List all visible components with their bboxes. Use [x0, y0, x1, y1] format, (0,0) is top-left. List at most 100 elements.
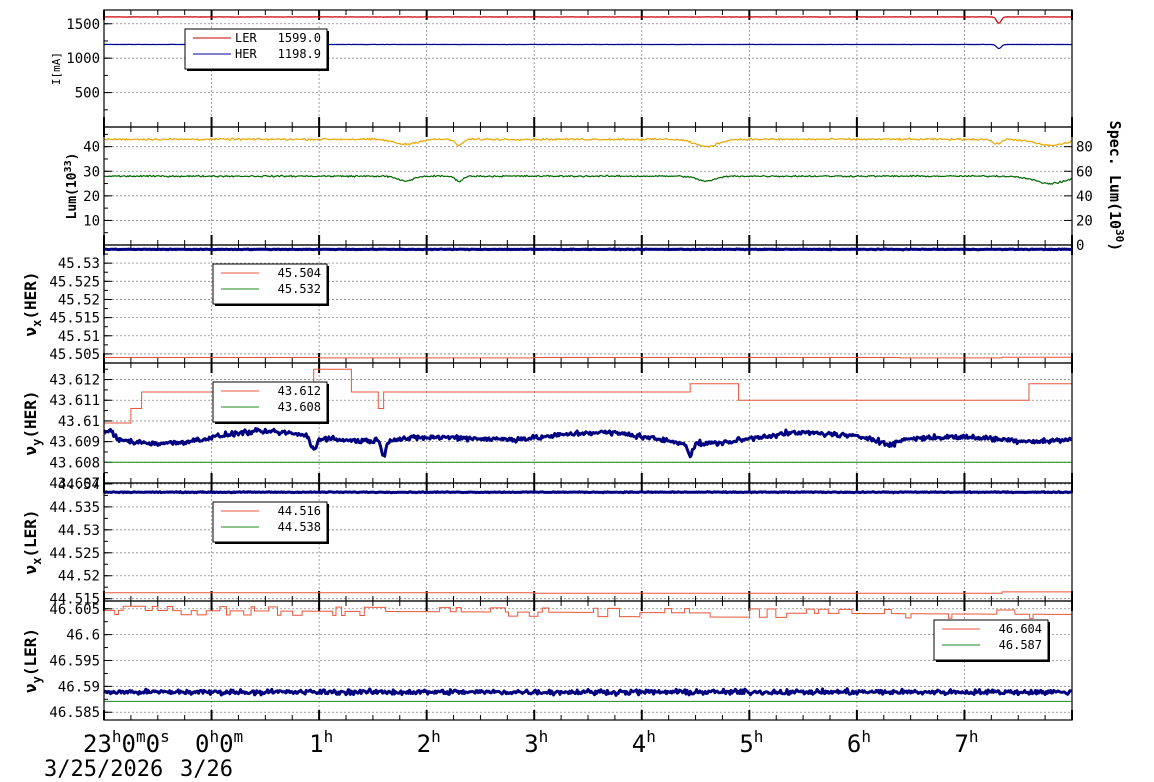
x-tick-label: 7h — [954, 727, 978, 758]
y-tick-label: 46.605 — [49, 602, 100, 618]
series-line-1 — [104, 490, 1072, 495]
legend-box — [212, 381, 328, 423]
legend-value: 1599.0 — [278, 31, 321, 45]
x-axis-labels: 23h0m0s 0h0m 1h 2h 3h 4h 5h 6h 7h 3/25/2026 3/26 — [44, 727, 979, 782]
series-line-0 — [104, 591, 1072, 594]
panel-nux_ler: 44.515 44.52 44.525 44.53 44.535 44.54 νx(LER)… — [21, 477, 1073, 608]
legend-name: HER — [235, 47, 257, 61]
series-line-1 — [104, 174, 1072, 185]
legend-name: LER — [235, 31, 257, 45]
x-tick-label: 1h — [309, 727, 333, 758]
x-tick-label: 0h0m — [195, 727, 243, 758]
legend-box — [184, 28, 328, 70]
legend-value: 46.604 — [999, 622, 1042, 636]
series-group — [104, 247, 1072, 359]
y2-tick-label: 0 — [1076, 238, 1084, 254]
legend-value: 44.516 — [278, 504, 321, 518]
legend-box — [212, 501, 328, 543]
y-tick-label: 10 — [83, 213, 100, 229]
legend-value: 43.612 — [278, 384, 321, 398]
x-tick-label: 2h — [417, 727, 441, 758]
y-tick-label: 45.52 — [58, 292, 100, 308]
x-tick-label: 23h0m0s — [83, 727, 170, 758]
y-tick-label: 46.6 — [66, 628, 100, 644]
y-tick-label: 40 — [83, 140, 100, 156]
legend-value: 44.538 — [278, 520, 321, 534]
legend: 44.516 44.538 — [212, 501, 329, 544]
panel-current: 500 1000 1500 I[mA] LER 1599.0 HER 1198.9 — [50, 9, 1073, 128]
y-tick-label: 45.515 — [49, 311, 100, 327]
panel-nuy_her: 43.607 43.608 43.609 43.61 43.611 43.612 νy(HE… — [21, 362, 1073, 492]
y-tick-label: 30 — [83, 164, 100, 180]
legend-value: 45.504 — [278, 266, 321, 280]
series-group — [104, 368, 1072, 463]
y-tick-label: 45.525 — [49, 274, 100, 290]
date-label-next: 3/26 — [180, 757, 233, 782]
legend: LER 1599.0 HER 1198.9 — [184, 28, 329, 71]
legend-box — [933, 619, 1049, 661]
y-tick-label: 43.608 — [49, 455, 100, 471]
panel-frame — [103, 600, 1073, 721]
panel-nux_her: 45.505 45.51 45.515 45.52 45.525 45.53 νx(HER)… — [21, 244, 1073, 364]
y-tick-label: 20 — [83, 189, 100, 205]
legend-value: 43.608 — [278, 400, 321, 414]
y2-tick-label: 80 — [1076, 140, 1093, 156]
y-tick-label: 43.609 — [49, 435, 100, 451]
y-tick-label: 44.53 — [58, 523, 100, 539]
y-axis-label: I[mA] — [50, 52, 63, 85]
series-group — [104, 137, 1072, 185]
panel-lum: 10 20 30 40 0 20 40 60 80 Spec. Lum(1030) Lum(1033… — [63, 121, 1126, 254]
y-tick-label: 44.515 — [49, 592, 100, 608]
legend-value: 1198.9 — [278, 47, 321, 61]
legend: 46.604 46.587 — [933, 619, 1050, 662]
panel-frame — [103, 126, 1073, 246]
legend: 43.612 43.608 — [212, 381, 329, 424]
y2-tick-label: 40 — [1076, 189, 1093, 205]
series-group — [104, 605, 1072, 702]
series-line-0 — [104, 368, 1072, 424]
series-line-1 — [104, 247, 1072, 252]
y-tick-label: 44.52 — [58, 569, 100, 585]
y-tick-label: 1500 — [66, 17, 100, 33]
series-line-0 — [104, 16, 1072, 24]
y-tick-label: 44.54 — [58, 477, 100, 493]
y-tick-label: 44.525 — [49, 546, 100, 562]
x-tick-label: 5h — [739, 727, 763, 758]
y-tick-label: 43.607 — [49, 476, 100, 492]
y-axis-label: νx(LER) — [21, 509, 44, 574]
date-label-start: 3/25/2026 — [44, 757, 163, 782]
legend: 45.504 45.532 — [212, 263, 329, 306]
x-tick-label: 6h — [847, 727, 871, 758]
series-line-2 — [104, 687, 1072, 697]
series-line-2 — [104, 427, 1072, 459]
y-axis-label: νy(HER) — [21, 390, 44, 455]
y-tick-label: 45.51 — [58, 329, 100, 345]
y-tick-label: 46.59 — [58, 679, 100, 695]
y-tick-label: 43.611 — [49, 393, 100, 409]
series-line-0 — [104, 605, 1072, 619]
series-line-0 — [104, 356, 1072, 359]
y-axis-label: Lum(1033) — [63, 153, 80, 220]
y-tick-label: 45.53 — [58, 256, 100, 272]
y-tick-label: 43.61 — [58, 414, 100, 430]
y-tick-label: 1000 — [66, 51, 100, 67]
series-line-0 — [104, 137, 1072, 148]
y-tick-label: 46.595 — [49, 654, 100, 670]
y-axis-label: νx(HER) — [21, 271, 44, 336]
panel-nuy_ler: 46.585 46.59 46.595 46.6 46.605 νy(LER) 46.604… — [21, 600, 1073, 721]
y2-tick-label: 60 — [1076, 164, 1093, 180]
y2-tick-label: 20 — [1076, 213, 1093, 229]
x-tick-label: 4h — [632, 727, 656, 758]
legend-box — [212, 263, 328, 305]
legend-value: 46.587 — [999, 638, 1042, 652]
legend-value: 45.532 — [278, 282, 321, 296]
y-tick-label: 500 — [75, 86, 100, 102]
y-tick-label: 44.535 — [49, 500, 100, 516]
y2-axis-label: Spec. Lum(1030) — [1106, 121, 1126, 252]
y-tick-label: 43.612 — [49, 373, 100, 389]
y-tick-label: 46.585 — [49, 705, 100, 721]
y-tick-label: 45.505 — [49, 347, 100, 363]
y-axis-label: νy(LER) — [21, 628, 44, 693]
x-tick-label: 3h — [524, 727, 548, 758]
